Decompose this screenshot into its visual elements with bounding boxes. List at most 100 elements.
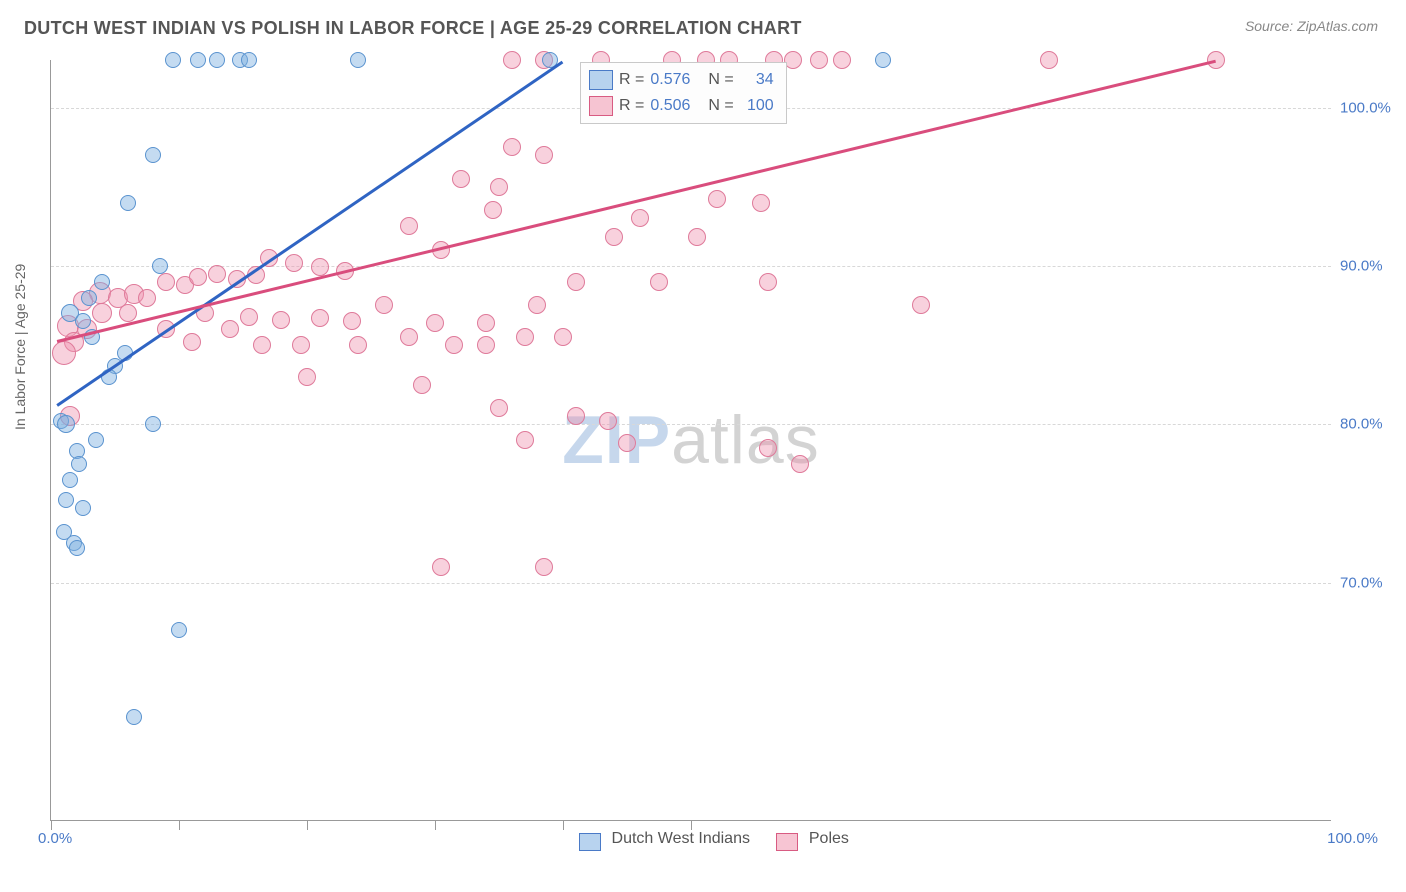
scatter-point [145,416,161,432]
r-value-blue: 0.576 [650,67,702,93]
x-tick [179,820,180,830]
scatter-point [241,52,257,68]
scatter-point [221,320,239,338]
scatter-point [138,289,156,307]
trend-line [57,60,564,406]
scatter-point [688,228,706,246]
scatter-point [432,558,450,576]
gridline [51,583,1331,584]
scatter-point [57,415,75,433]
scatter-point [120,195,136,211]
scatter-point [349,336,367,354]
r-value-pink: 0.506 [650,93,702,119]
scatter-point [240,308,258,326]
scatter-point [209,52,225,68]
scatter-point [126,709,142,725]
scatter-point [165,52,181,68]
scatter-point [752,194,770,212]
scatter-point [759,273,777,291]
scatter-point [535,146,553,164]
scatter-point [810,51,828,69]
source-label: Source: ZipAtlas.com [1245,18,1378,34]
scatter-point [375,296,393,314]
scatter-point [292,336,310,354]
scatter-point [343,312,361,330]
y-axis-label: In Labor Force | Age 25-29 [12,264,28,430]
x-tick [51,820,52,830]
scatter-point [452,170,470,188]
scatter-point [92,303,112,323]
scatter-point [477,336,495,354]
scatter-point [631,209,649,227]
legend-label-pink: Poles [809,830,849,847]
r-label: R = [619,67,644,93]
x-tick [691,820,692,830]
x-tick [563,820,564,830]
swatch-pink-icon [589,96,613,116]
legend-swatch-blue-icon [579,833,601,851]
gridline [51,424,1331,425]
n-label: N = [708,67,733,93]
n-label: N = [708,93,733,119]
scatter-point [445,336,463,354]
scatter-point [484,201,502,219]
scatter-point [75,313,91,329]
n-value-pink: 100 [740,93,774,119]
scatter-point [599,412,617,430]
x-tick [435,820,436,830]
scatter-point [708,190,726,208]
scatter-point [69,540,85,556]
legend-label-blue: Dutch West Indians [612,830,750,847]
r-label: R = [619,93,644,119]
scatter-point [528,296,546,314]
watermark: ZIPatlas [562,401,819,479]
scatter-point [516,431,534,449]
scatter-point [253,336,271,354]
scatter-point [400,328,418,346]
scatter-point [71,456,87,472]
scatter-point [94,274,110,290]
gridline [51,266,1331,267]
scatter-point [208,265,226,283]
scatter-point [52,341,76,365]
scatter-point [58,492,74,508]
scatter-point [119,304,137,322]
scatter-point [490,399,508,417]
swatch-blue-icon [589,70,613,90]
scatter-point [189,268,207,286]
scatter-point [298,368,316,386]
bottom-legend: Dutch West Indians Poles [0,830,1406,848]
stats-legend: R = 0.576 N = 34 R = 0.506 N = 100 [580,62,787,124]
n-value-blue: 34 [740,67,774,93]
y-tick-label: 80.0% [1340,416,1383,433]
scatter-point [350,52,366,68]
scatter-point [605,228,623,246]
scatter-point [833,51,851,69]
scatter-point [413,376,431,394]
chart-title: DUTCH WEST INDIAN VS POLISH IN LABOR FOR… [24,18,802,39]
scatter-point [1040,51,1058,69]
y-tick-label: 100.0% [1340,99,1391,116]
scatter-point [285,254,303,272]
scatter-point [535,558,553,576]
y-tick-label: 90.0% [1340,257,1383,274]
scatter-point [650,273,668,291]
scatter-point [875,52,891,68]
scatter-point [311,309,329,327]
scatter-point [516,328,534,346]
scatter-point [784,51,802,69]
scatter-point [426,314,444,332]
stats-row-pink: R = 0.506 N = 100 [589,93,774,119]
y-tick-label: 70.0% [1340,574,1383,591]
plot-area: ZIPatlas [50,60,1331,821]
scatter-point [145,147,161,163]
scatter-point [618,434,636,452]
scatter-point [503,138,521,156]
scatter-point [554,328,572,346]
scatter-point [503,51,521,69]
scatter-point [490,178,508,196]
x-tick [307,820,308,830]
scatter-point [477,314,495,332]
scatter-point [759,439,777,457]
scatter-point [400,217,418,235]
